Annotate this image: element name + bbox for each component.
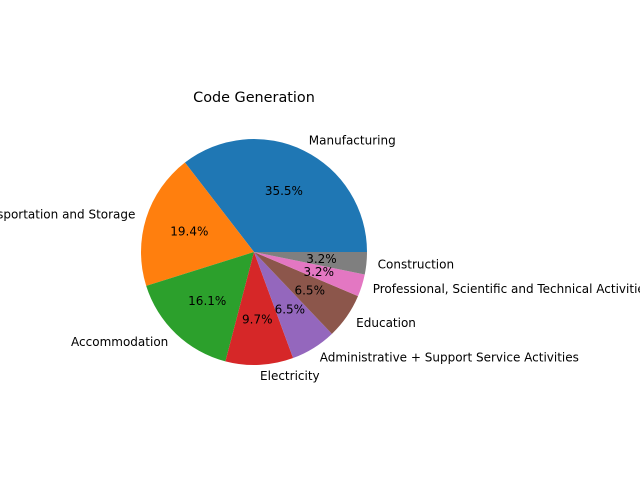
- chart-title: Code Generation: [193, 90, 315, 106]
- pct-label-construction: 3.2%: [306, 252, 337, 266]
- slice-professional-scientific-and-technical-activities: [254, 252, 365, 297]
- label-electricity: Electricity: [260, 369, 320, 383]
- pct-label-professional-scientific-and-technical-activities: 3.2%: [303, 265, 334, 279]
- category-labels: Manufacturing Transportation and Storage A…: [0, 133, 640, 383]
- label-transportation-and-storage: Transportation and Storage: [0, 208, 135, 222]
- slice-manufacturing: [184, 138, 367, 252]
- slice-accommodation: [146, 252, 254, 362]
- label-manufacturing: Manufacturing: [309, 133, 396, 147]
- pct-label-electricity: 9.7%: [242, 313, 273, 327]
- slice-education: [254, 252, 359, 334]
- label-construction: Construction: [378, 257, 454, 271]
- pct-label-transportation-and-storage: 19.4%: [170, 225, 208, 239]
- pct-label-education: 6.5%: [294, 284, 325, 298]
- slice-electricity: [225, 252, 294, 365]
- label-professional-scientific-and-technical-activities: Professional, Scientific and Technical A…: [373, 282, 640, 296]
- label-education: Education: [356, 316, 416, 330]
- pie-slices: [140, 138, 367, 365]
- pct-label-manufacturing: 35.5%: [265, 184, 303, 198]
- slice-administrative-support-service-activities: [254, 252, 332, 359]
- slice-transportation-and-storage: [140, 162, 254, 286]
- pct-label-administrative-support-service-activities: 6.5%: [275, 303, 306, 317]
- percentage-labels: 35.5%19.4%16.1%9.7%6.5%6.5%3.2%3.2%: [170, 184, 336, 327]
- label-administrative-support-service-activities: Administrative + Support Service Activit…: [320, 351, 579, 365]
- pct-label-accommodation: 16.1%: [188, 294, 226, 308]
- slice-construction: [254, 252, 367, 275]
- label-accommodation: Accommodation: [71, 335, 168, 349]
